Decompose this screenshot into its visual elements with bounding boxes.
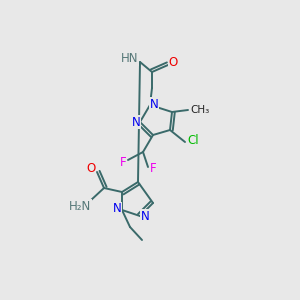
Text: Cl: Cl xyxy=(187,134,199,146)
Text: N: N xyxy=(150,98,158,110)
Text: F: F xyxy=(150,163,156,176)
Text: O: O xyxy=(86,161,96,175)
Text: N: N xyxy=(112,202,122,215)
Text: CH₃: CH₃ xyxy=(190,105,210,115)
Text: N: N xyxy=(132,116,140,128)
Text: HN: HN xyxy=(121,52,139,65)
Text: N: N xyxy=(141,209,149,223)
Text: F: F xyxy=(120,155,126,169)
Text: O: O xyxy=(168,56,178,68)
Text: H₂N: H₂N xyxy=(69,200,91,212)
